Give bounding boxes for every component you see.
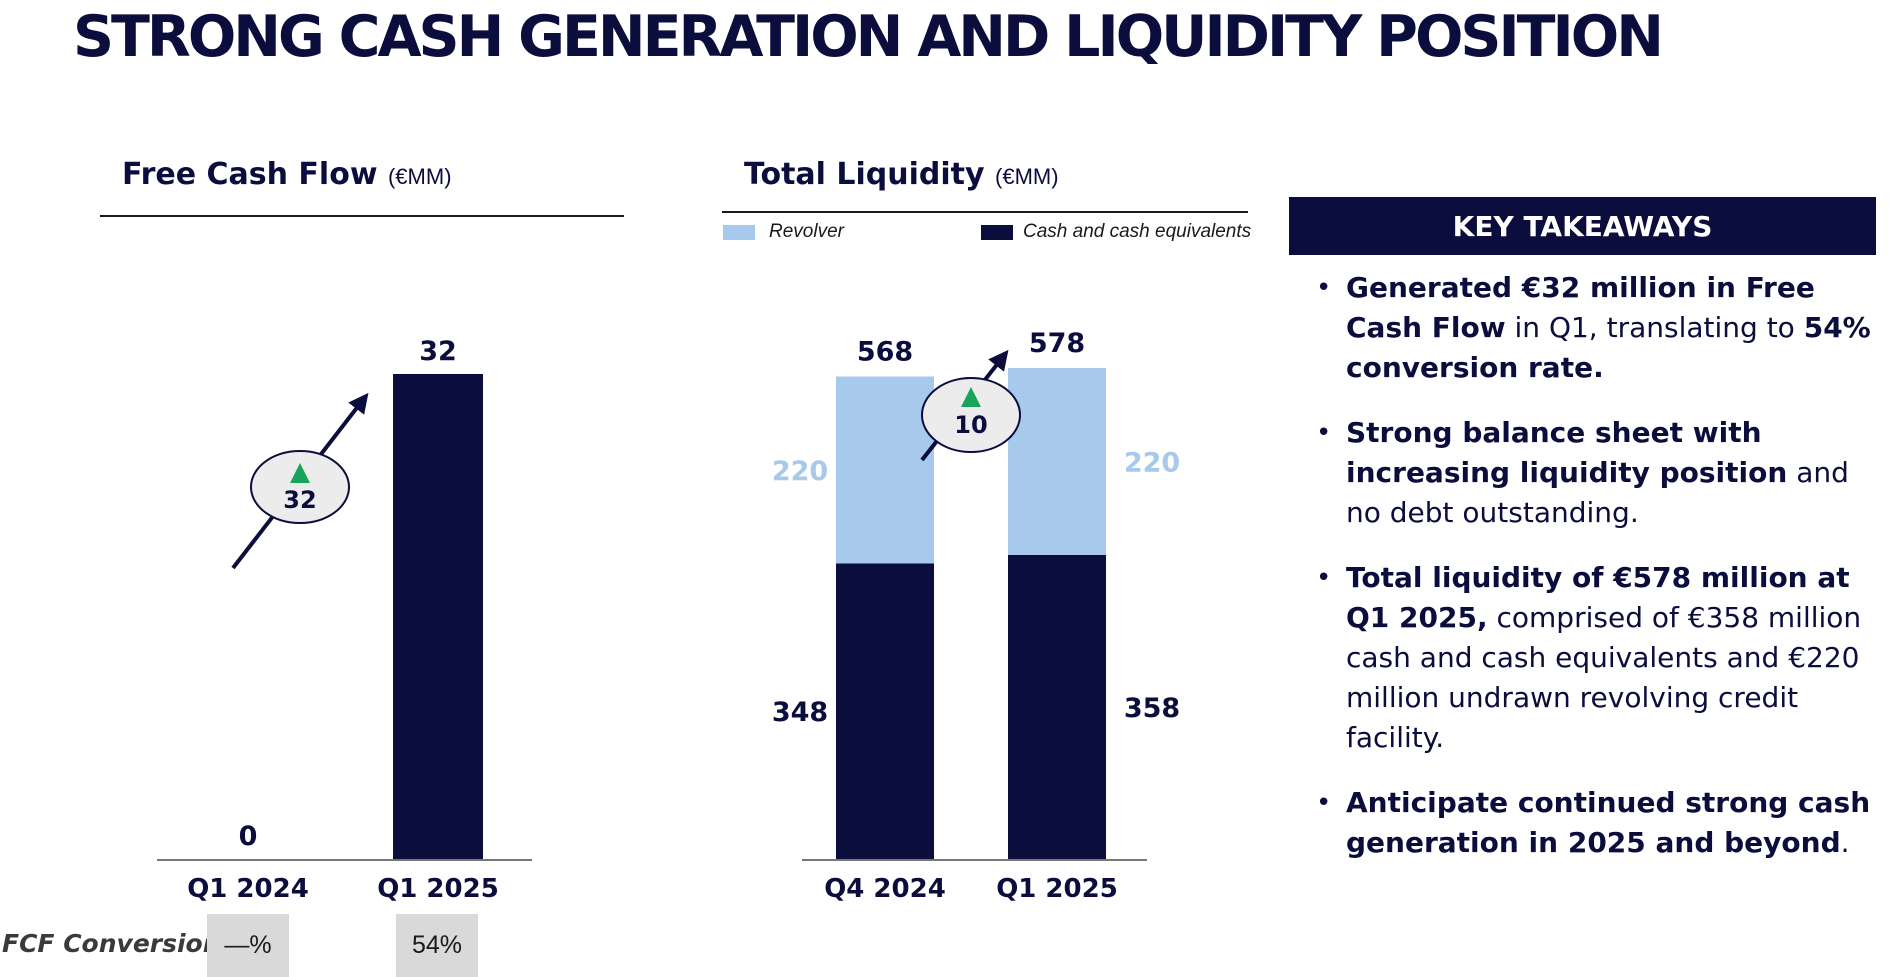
liquidity-tick-label: Q1 2025 bbox=[996, 874, 1118, 904]
takeaway-bold-text: Generated €32 million in Free Cash Flow bbox=[1346, 271, 1815, 344]
takeaway-item: Generated €32 million in Free Cash Flow … bbox=[1312, 268, 1872, 388]
takeaway-item: Strong balance sheet with increasing liq… bbox=[1312, 413, 1872, 533]
fcf-change-value: 32 bbox=[283, 486, 316, 514]
takeaway-bold-text: Anticipate continued strong cash generat… bbox=[1346, 786, 1871, 859]
takeaway-text: . bbox=[1840, 826, 1850, 859]
liquidity-cash-bar-q4-2024 bbox=[836, 563, 934, 859]
liquidity-cash-label: 358 bbox=[1124, 693, 1180, 724]
liquidity-total-label: 578 bbox=[1029, 328, 1085, 359]
liquidity-revolver-bar-q1-2025 bbox=[1008, 368, 1106, 555]
liquidity-chart-title: Total Liquidity (€MM) bbox=[744, 157, 1059, 192]
key-takeaways-header: KEY TAKEAWAYS bbox=[1289, 197, 1876, 255]
fcf-title-rule bbox=[100, 215, 624, 217]
liquidity-revolver-bar-q4-2024 bbox=[836, 376, 934, 564]
liquidity-cash-label: 348 bbox=[772, 697, 828, 728]
liquidity-revolver-label: 220 bbox=[772, 456, 828, 487]
legend-revolver-swatch bbox=[723, 225, 755, 240]
liquidity-title-text: Total Liquidity bbox=[744, 157, 985, 192]
fcf-tick-label: Q1 2025 bbox=[377, 874, 499, 904]
fcf-tick-label: Q1 2024 bbox=[187, 874, 309, 904]
takeaway-item: Total liquidity of €578 million at Q1 20… bbox=[1312, 558, 1872, 758]
takeaway-bold-text: Total liquidity of €578 million at Q1 20… bbox=[1346, 561, 1850, 634]
fcf-conversion-q1-2025: 54% bbox=[396, 914, 478, 977]
takeaway-text: comprised of €358 million cash and cash … bbox=[1346, 601, 1862, 754]
legend-cash-swatch bbox=[981, 225, 1013, 240]
takeaway-item: Anticipate continued strong cash generat… bbox=[1312, 783, 1872, 863]
takeaway-text: in Q1, translating to bbox=[1505, 311, 1804, 344]
fcf-conversion-label: FCF Conversion bbox=[2, 929, 221, 958]
liquidity-chart: 348 220 568 Q4 2024 358 220 578 Q1 2025 10 bbox=[772, 328, 1180, 904]
liquidity-change-badge bbox=[921, 377, 1021, 453]
liquidity-total-label: 568 bbox=[857, 336, 913, 367]
liquidity-cash-bar-q1-2025 bbox=[1008, 554, 1106, 859]
fcf-unit: (€MM) bbox=[387, 164, 452, 189]
fcf-change-badge bbox=[250, 450, 350, 524]
legend-revolver-label: Revolver bbox=[769, 221, 844, 242]
liquidity-revolver-label: 220 bbox=[1124, 447, 1180, 478]
liquidity-change-value: 10 bbox=[954, 411, 987, 439]
fcf-data-label: 32 bbox=[419, 336, 457, 367]
liquidity-unit: (€MM) bbox=[995, 164, 1059, 189]
up-triangle-icon bbox=[961, 387, 981, 407]
up-triangle-icon bbox=[290, 463, 310, 483]
fcf-bar-q1-2025 bbox=[393, 374, 483, 859]
takeaway-text: and no debt outstanding. bbox=[1346, 456, 1849, 529]
fcf-chart-title: Free Cash Flow (€MM) bbox=[122, 157, 452, 192]
key-takeaways-list: Generated €32 million in Free Cash Flow … bbox=[1312, 268, 1872, 888]
takeaway-bold-text: 54% conversion rate. bbox=[1346, 311, 1871, 384]
fcf-conversion-q1-2024: —% bbox=[207, 914, 289, 977]
fcf-title-text: Free Cash Flow bbox=[122, 157, 378, 192]
legend-cash-label: Cash and cash equivalents bbox=[1023, 221, 1252, 242]
liquidity-tick-label: Q4 2024 bbox=[824, 874, 946, 904]
fcf-chart: 0 Q1 2024 32 Q1 2025 32 bbox=[157, 336, 532, 904]
page-title: STRONG CASH GENERATION AND LIQUIDITY POS… bbox=[73, 4, 1664, 70]
liquidity-title-rule bbox=[722, 211, 1248, 213]
takeaway-bold-text: Strong balance sheet with increasing liq… bbox=[1346, 416, 1788, 489]
fcf-data-label: 0 bbox=[239, 821, 258, 852]
